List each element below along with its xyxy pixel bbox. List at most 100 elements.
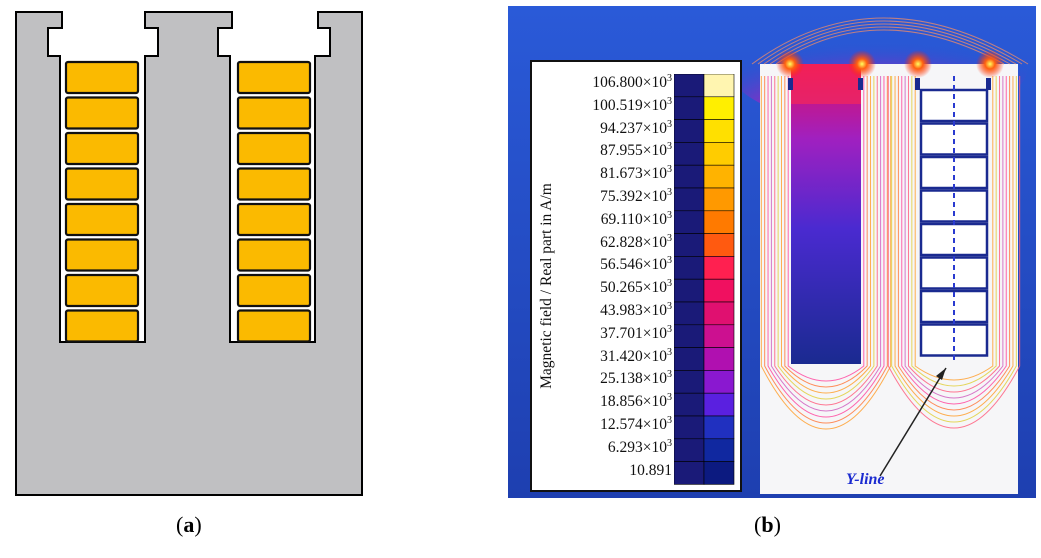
legend-tick-label: 106.800×103	[592, 72, 672, 91]
flux-line	[907, 76, 1001, 393]
coil-block	[64, 273, 140, 308]
legend-swatch-dark	[674, 438, 705, 462]
flux-line	[787, 76, 865, 382]
legend-swatch-dark	[674, 164, 705, 189]
flux-line	[904, 76, 1004, 399]
legend-swatch	[703, 142, 735, 166]
legend-swatch-dark	[674, 370, 705, 394]
legend-swatch	[703, 164, 735, 189]
y-line-label: Y-line	[846, 471, 885, 488]
legend-swatch	[703, 74, 735, 98]
legend-swatch	[703, 301, 735, 326]
legend-tick-label: 100.519×103	[592, 95, 672, 114]
legend-tick-label: 62.828×103	[600, 232, 672, 251]
flux-line	[770, 76, 882, 412]
annotation-arrow	[879, 367, 947, 477]
flux-line	[751, 17, 1029, 65]
legend-swatch-dark	[674, 415, 705, 440]
left-slot-field	[791, 64, 861, 364]
legend-swatch-dark	[674, 324, 705, 348]
flux-line	[894, 76, 1014, 417]
coil-block	[236, 131, 312, 166]
flux-line	[897, 76, 1011, 411]
legend-swatch-dark	[674, 210, 705, 234]
legend-swatch	[703, 278, 735, 303]
hotspot-1	[776, 50, 804, 78]
flux-line	[780, 76, 872, 394]
legend-swatches	[674, 74, 735, 485]
coil-block	[64, 167, 140, 201]
legend-swatch-dark	[674, 392, 705, 417]
legend-tick-label: 37.701×103	[600, 323, 672, 342]
legend-tick-label: 12.574×103	[600, 414, 672, 433]
legend-tick-label: 94.237×103	[600, 118, 672, 137]
legend-swatch	[703, 187, 735, 212]
flux-line	[901, 76, 1007, 405]
legend-swatch-dark	[674, 461, 705, 485]
flux-line	[760, 76, 892, 430]
coil-block	[64, 131, 140, 166]
legend-swatch	[703, 461, 735, 485]
flux-line	[911, 76, 997, 387]
coil-block	[236, 202, 312, 237]
legend-swatch	[703, 370, 735, 394]
flux-line	[887, 76, 1021, 429]
coil-block	[236, 60, 312, 95]
hotspot-4	[976, 50, 1004, 78]
legend-swatch-dark	[674, 187, 705, 212]
flux-line	[777, 76, 875, 400]
flux-line	[764, 76, 888, 424]
legend-swatch	[703, 233, 735, 257]
coil-outline	[919, 155, 989, 190]
legend-tick-label: 25.138×103	[600, 369, 672, 388]
legend-swatch-dark	[674, 74, 705, 98]
legend-swatch-dark	[674, 301, 705, 326]
coil-block	[64, 96, 140, 130]
coil-block	[236, 96, 312, 130]
coil-block	[64, 202, 140, 237]
legend-swatch	[703, 256, 735, 280]
flux-line	[763, 23, 1017, 65]
hotspot-3	[904, 50, 932, 78]
legend-tick-label: 50.265×103	[600, 278, 672, 297]
coil-block	[64, 238, 140, 272]
flux-line	[769, 26, 1011, 65]
color-legend: Magnetic field / Real part in A/m 106.80…	[530, 60, 742, 492]
coil-block	[236, 167, 312, 201]
legend-swatch-dark	[674, 233, 705, 257]
legend-tick-label: 18.856×103	[600, 392, 672, 411]
coil-stack-left	[64, 60, 140, 343]
flux-lines	[751, 17, 1029, 430]
legend-tick-label: 75.392×103	[600, 186, 672, 205]
legend-swatch-dark	[674, 347, 705, 371]
legend-swatch-dark	[674, 119, 705, 143]
legend-swatch-dark	[674, 278, 705, 303]
flux-line	[891, 76, 1017, 423]
legend-swatch	[703, 347, 735, 371]
legend-tick-label: 6.293×103	[607, 437, 672, 456]
legend-swatch	[703, 324, 735, 348]
slot-geometry-diagram	[15, 11, 363, 496]
flux-line	[914, 76, 994, 381]
legend-tick-label: 56.546×103	[600, 255, 672, 274]
legend-swatch-dark	[674, 96, 705, 120]
coil-block	[64, 309, 140, 343]
flux-line	[767, 76, 885, 418]
legend-swatch	[703, 392, 735, 417]
legend-tick-label: 10.891	[629, 461, 672, 479]
flux-line	[757, 20, 1023, 65]
legend-swatch	[703, 210, 735, 234]
flux-line	[784, 76, 868, 388]
core-body	[15, 11, 363, 496]
legend-tick-label: 31.420×103	[600, 346, 672, 365]
panel-label-b: (b)	[754, 512, 781, 537]
panel-label-a: (a)	[176, 512, 202, 537]
coil-block	[236, 309, 312, 343]
legend-tick-label: 87.955×103	[600, 141, 672, 160]
legend-swatch-dark	[674, 256, 705, 280]
legend-swatch	[703, 438, 735, 462]
legend-tick-label: 81.673×103	[600, 164, 672, 183]
coil-block	[64, 60, 140, 95]
legend-swatch	[703, 96, 735, 120]
legend-swatch-dark	[674, 142, 705, 166]
